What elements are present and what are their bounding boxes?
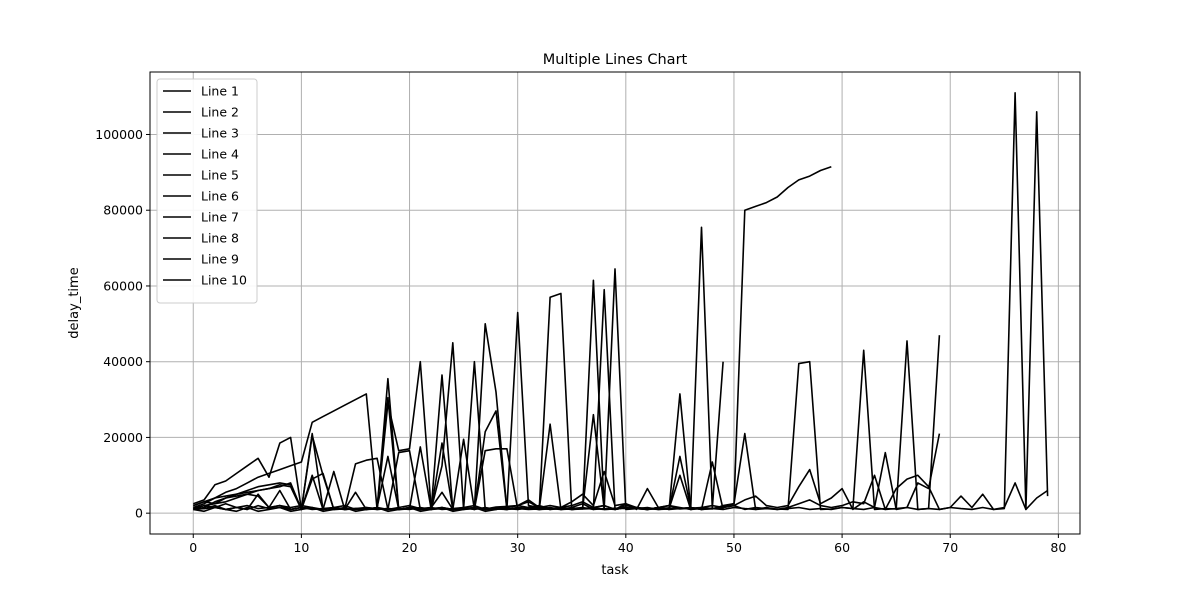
y-tick-label: 80000: [103, 203, 143, 218]
x-tick-label: 70: [942, 540, 958, 555]
legend-label: Line 4: [201, 147, 239, 162]
legend-label: Line 2: [201, 105, 239, 120]
x-axis-label: task: [601, 563, 629, 578]
y-tick-label: 100000: [95, 127, 143, 142]
series-line-10: [193, 288, 724, 511]
chart-title: Multiple Lines Chart: [543, 52, 688, 68]
y-tick-label: 60000: [103, 278, 143, 293]
legend-label: Line 5: [201, 168, 239, 183]
x-tick-label: 10: [293, 540, 309, 555]
y-axis-ticks: 0 20000 40000 60000 80000 100000: [95, 127, 150, 521]
x-tick-label: 20: [402, 540, 418, 555]
x-tick-label: 50: [726, 540, 742, 555]
x-tick-label: 60: [834, 540, 850, 555]
legend-label: Line 6: [201, 189, 239, 204]
legend: Line 1 Line 2 Line 3 Line 4 Line 5 Line 6 Line…: [156, 78, 258, 304]
series-lines: [193, 92, 1049, 513]
legend-label: Line 9: [201, 252, 239, 267]
legend-label: Line 1: [201, 84, 239, 99]
y-tick-label: 40000: [103, 354, 143, 369]
plot-area: [150, 72, 1080, 534]
plot-frame: [149, 71, 1081, 535]
legend-label: Line 7: [201, 210, 239, 225]
legend-box: [156, 78, 258, 304]
y-tick-label: 20000: [103, 430, 143, 445]
legend-label: Line 8: [201, 231, 239, 246]
x-axis-ticks: 0 10 20 30 40 50 60 70 80: [189, 534, 1066, 555]
x-tick-label: 80: [1050, 540, 1066, 555]
x-tick-label: 40: [618, 540, 634, 555]
x-tick-label: 0: [189, 540, 197, 555]
legend-label: Line 3: [201, 126, 239, 141]
y-axis-label: delay_time: [67, 267, 82, 338]
x-tick-label: 30: [510, 540, 526, 555]
y-tick-label: 0: [135, 506, 143, 521]
legend-label: Line 10: [201, 273, 247, 288]
